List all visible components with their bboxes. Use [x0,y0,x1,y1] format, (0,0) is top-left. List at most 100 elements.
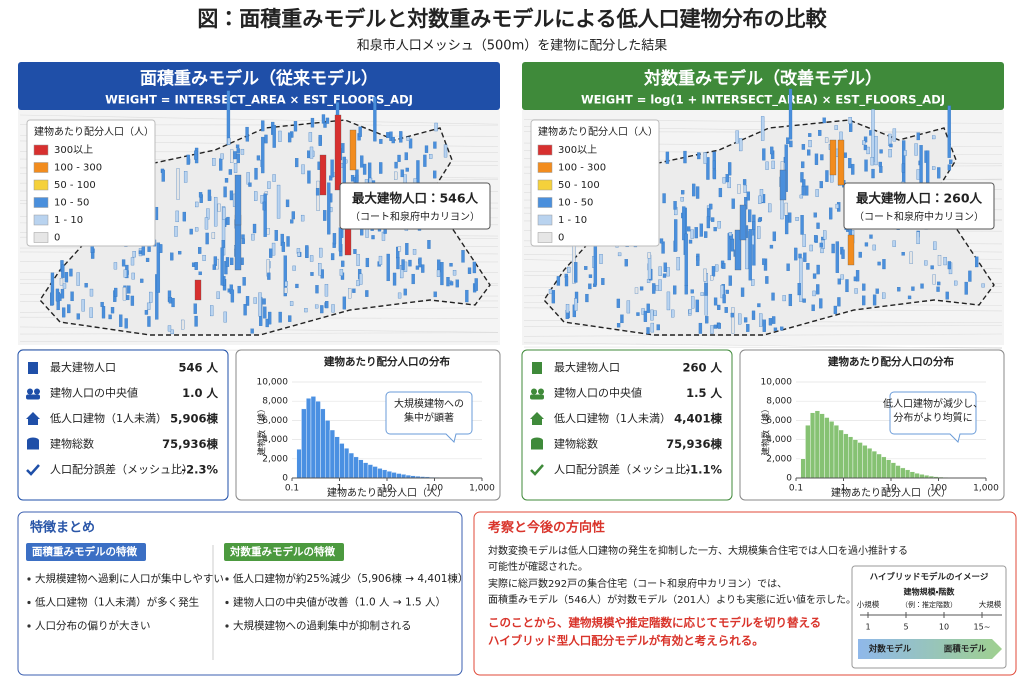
legend-label: 0 [54,233,60,244]
stat-label: 建物総数 [554,437,598,451]
building [348,288,352,299]
building [194,315,198,327]
legend-swatch [537,179,553,191]
building [662,193,666,204]
x-tick-label: 1 [841,484,847,494]
building [816,284,820,295]
building [449,262,453,267]
column-heading: 面積重みモデルの特徴 [32,545,137,558]
histogram-bar [876,453,882,479]
building [771,292,775,301]
building [751,310,756,320]
building [181,319,185,330]
building [757,226,761,239]
building [269,248,273,258]
building [819,298,823,309]
building [738,313,742,325]
building [704,231,708,238]
building [122,287,127,301]
building [658,266,662,276]
building [673,201,677,210]
building [947,164,952,171]
y-tick-label: 0 [282,474,288,484]
building [233,163,238,173]
building [467,267,472,274]
building [240,148,245,155]
building [746,191,750,201]
icon [26,464,40,476]
icon [26,412,40,425]
legend-label: 100 - 300 [54,163,102,174]
building [396,257,400,270]
building [698,322,703,334]
building [616,298,621,308]
building [321,114,326,124]
building [862,295,866,306]
building [888,149,892,158]
building [176,168,180,200]
x-tick-label: 0.1 [789,484,803,494]
building [365,257,370,268]
building [334,114,342,191]
building [178,250,182,255]
building [436,269,441,277]
building [341,260,345,267]
building [433,170,437,179]
summary-box [17,511,463,676]
stat-label: 建物人口の中央値 [50,386,138,400]
building [916,169,920,180]
building [737,184,741,194]
stat-value: -1.1% [685,463,722,477]
building [225,257,230,267]
building [350,174,355,182]
building [870,157,874,166]
histogram-bar [396,473,402,479]
building [295,283,299,289]
building [356,254,360,266]
building [243,304,247,316]
histogram-bar [867,448,873,479]
building [266,228,270,235]
building [147,316,151,327]
stat-value: -2.3% [181,463,218,477]
building [446,277,450,287]
summary-title: 特徴まとめ [30,520,95,536]
histogram-bar [881,456,887,479]
building [656,324,660,331]
building [840,274,844,280]
building [264,134,268,144]
building [964,281,968,295]
building [697,152,701,160]
building [933,241,937,250]
building [284,281,288,287]
building [841,249,845,259]
building [62,283,67,289]
panel-header [18,62,500,110]
building [626,300,631,314]
building [198,271,202,276]
building [121,259,126,267]
x-axis-label: 建物あたり配分人口（人） [327,486,447,499]
building [713,227,717,232]
annotation-text: 大規模建物への [394,397,464,410]
building [825,170,829,182]
building [695,299,699,313]
building [617,252,622,257]
building [700,292,704,296]
histogram-bar [833,425,839,479]
stat-label: 人口配分誤差（メッシュ比） [50,463,193,476]
building [812,290,816,297]
building [937,255,942,266]
annotation-bubble [889,391,977,443]
building [278,311,282,323]
building [831,243,835,254]
building [183,171,188,183]
building [703,268,707,282]
callout-box [339,182,491,230]
building [131,272,135,280]
building [261,136,265,174]
building [823,230,827,240]
building [101,306,106,319]
building [742,179,747,185]
histogram-bar [890,462,896,479]
